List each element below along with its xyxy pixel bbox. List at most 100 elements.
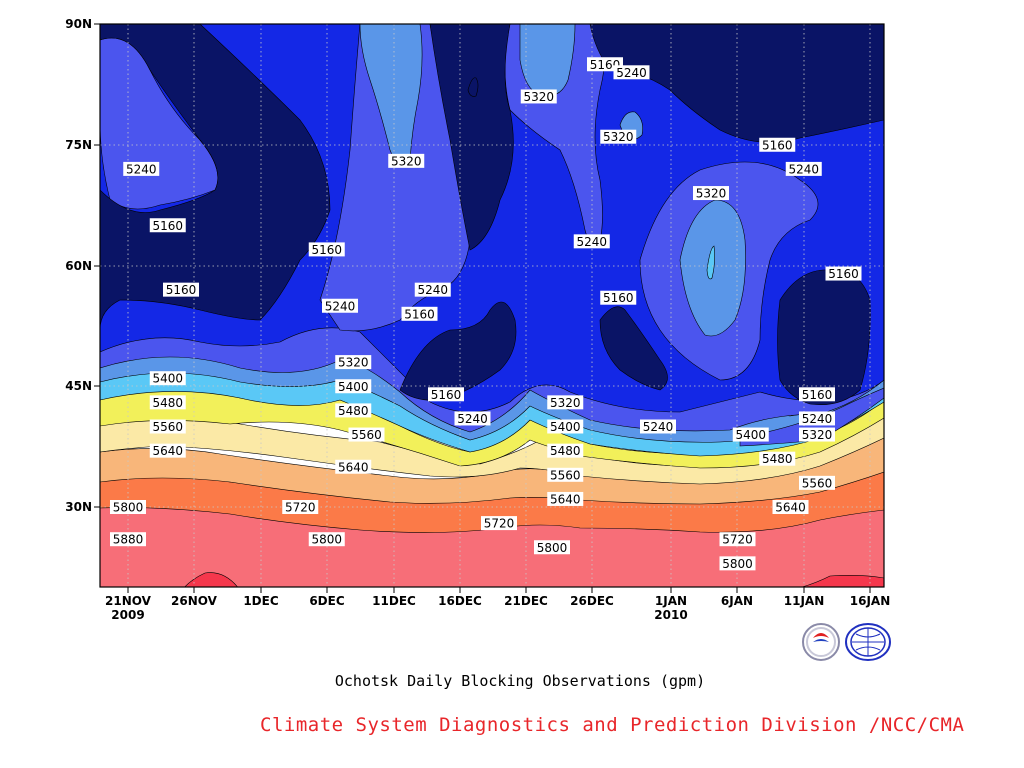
contour-label-text: 5240 xyxy=(643,420,674,434)
contour-label-text: 5400 xyxy=(152,372,183,386)
contour-label-bg xyxy=(110,500,146,514)
contour-label-bg xyxy=(719,556,756,571)
contour-label-text: 5720 xyxy=(722,533,753,547)
contour-label-bg xyxy=(428,387,464,402)
contour-label-bg xyxy=(732,427,769,442)
y-tick-label: 45N xyxy=(65,379,92,393)
contour-label-bg xyxy=(693,186,729,201)
contour-label: 5240 xyxy=(123,161,160,176)
x-tick-label: 6DEC xyxy=(309,594,345,608)
contour-label-text: 5240 xyxy=(457,412,488,426)
contour-label-bg xyxy=(547,491,584,506)
contour-label: 5640 xyxy=(335,459,372,474)
contour-label: 5800 xyxy=(719,556,756,571)
band-below-5160-c2 xyxy=(429,24,514,251)
contour-label-text: 5160 xyxy=(828,267,859,281)
contour-label: 5320 xyxy=(335,355,372,370)
contour-label: 5800 xyxy=(110,500,146,515)
contour-label-bg xyxy=(481,516,517,531)
contour-label-text: 5480 xyxy=(550,444,581,458)
contour-label: 5240 xyxy=(322,298,358,313)
contour-label: 5640 xyxy=(547,491,584,506)
contour-label-text: 5240 xyxy=(126,162,157,176)
chart-caption: Ochotsk Daily Blocking Observations (gpm… xyxy=(334,672,706,690)
band-5400-5480-lobe xyxy=(706,245,715,280)
contour-label-bg xyxy=(520,89,557,104)
x-tick-label: 21NOV xyxy=(105,594,152,608)
contour-label-text: 5720 xyxy=(285,501,316,515)
contour-label: 5640 xyxy=(772,500,809,515)
x-tick-label: 26NOV xyxy=(171,594,218,608)
contour-label-text: 5160 xyxy=(311,243,342,257)
contour-label: 5560 xyxy=(799,475,835,490)
contour-label-text: 5640 xyxy=(152,444,183,458)
contour-label-bg xyxy=(759,451,796,466)
contour-label: 5400 xyxy=(149,371,186,386)
contour-label: 5720 xyxy=(481,516,517,531)
contour-label-bg xyxy=(401,306,438,321)
contour-label-bg xyxy=(613,65,650,80)
x-tick-label: 6JAN xyxy=(721,594,753,608)
credit-line: Climate System Diagnostics and Predictio… xyxy=(260,714,965,736)
contour-label-text: 5160 xyxy=(802,388,833,402)
contour-label: 5800 xyxy=(534,540,570,555)
contour-label: 5560 xyxy=(547,467,584,482)
x-tick-year: 2009 xyxy=(111,608,144,622)
contour-label: 5160 xyxy=(149,218,186,233)
contour-label-bg xyxy=(335,459,372,474)
contour-label-bg xyxy=(308,532,345,547)
contour-label-text: 5320 xyxy=(696,187,727,201)
contour-label-bg xyxy=(600,290,637,305)
contour-label-bg xyxy=(719,532,756,547)
contour-label-text: 5560 xyxy=(152,420,183,434)
contour-label: 5400 xyxy=(335,379,372,394)
contour-label-bg xyxy=(759,137,796,152)
contour-label-bg xyxy=(414,282,451,297)
contour-label-text: 5320 xyxy=(802,428,833,442)
y-axis: 90N 75N 60N 45N 30N xyxy=(65,17,100,514)
contour-label-bg xyxy=(640,419,676,434)
contour-label-bg xyxy=(534,540,570,555)
contour-label: 5720 xyxy=(719,532,756,547)
contour-label-bg xyxy=(785,161,822,176)
contour-label-text: 5160 xyxy=(152,219,183,233)
band-below-5160-s xyxy=(599,306,668,391)
contour-label-text: 5400 xyxy=(735,428,766,442)
contour-label: 5480 xyxy=(759,451,796,466)
contour-label-bg xyxy=(388,153,425,168)
contour-label: 5160 xyxy=(428,387,464,402)
contour-label: 5240 xyxy=(573,234,610,249)
contour-label: 5480 xyxy=(335,403,372,418)
y-tick-label: 90N xyxy=(65,17,92,31)
contour-label: 5240 xyxy=(454,411,491,426)
contour-label: 5560 xyxy=(348,427,385,442)
contour-label-bg xyxy=(547,419,584,434)
contour-label-text: 5720 xyxy=(484,517,515,531)
contour-label-text: 5640 xyxy=(550,492,581,506)
x-tick-year: 2010 xyxy=(654,608,687,622)
contour-label-text: 5320 xyxy=(391,154,422,168)
contour-label-bg xyxy=(348,427,385,442)
contour-label-bg xyxy=(149,218,186,233)
contour-label-bg xyxy=(547,467,584,482)
x-tick-label: 1JAN xyxy=(655,594,687,608)
contour-label-text: 5480 xyxy=(152,396,183,410)
contour-label-text: 5320 xyxy=(603,130,634,144)
contour-label-text: 5320 xyxy=(338,356,369,370)
contour-label-text: 5240 xyxy=(325,299,356,313)
x-tick-label: 21DEC xyxy=(504,594,548,608)
contour-bands xyxy=(100,24,884,587)
contour-label-text: 5240 xyxy=(788,162,819,176)
contour-label-bg xyxy=(573,234,610,249)
contour-label-text: 5160 xyxy=(590,58,621,72)
contour-label-text: 5160 xyxy=(404,307,435,321)
y-tick-label: 60N xyxy=(65,259,92,273)
contour-label-bg xyxy=(335,379,372,394)
contour-label-text: 5160 xyxy=(603,291,634,305)
contour-label: 5240 xyxy=(640,419,676,434)
contour-label: 5240 xyxy=(799,411,835,426)
contour-label-text: 5560 xyxy=(351,428,382,442)
contour-label-text: 5800 xyxy=(722,557,753,571)
contour-label-text: 5400 xyxy=(338,380,369,394)
x-tick-label: 11DEC xyxy=(372,594,416,608)
